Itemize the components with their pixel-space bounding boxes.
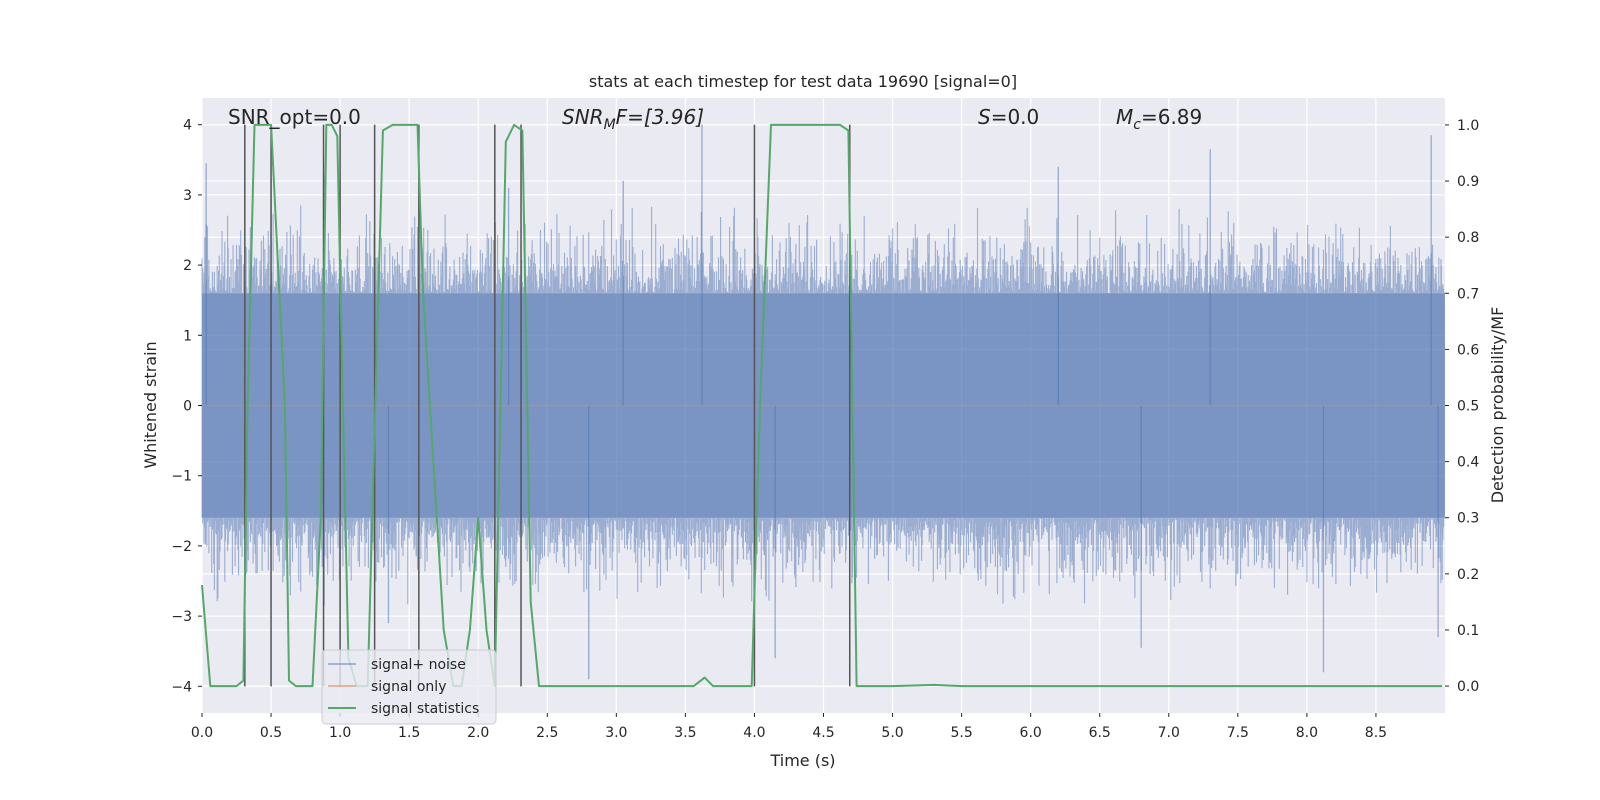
- y-tick-label: −2: [171, 539, 192, 555]
- x-tick-label: 8.5: [1365, 725, 1387, 741]
- x-tick-label: 5.0: [881, 725, 903, 741]
- x-tick-label: 3.5: [674, 725, 696, 741]
- y-tick-label: −1: [171, 469, 192, 485]
- snr-mf-suffix: F=[3.96]: [616, 105, 704, 129]
- y2-tick-label: 0.9: [1457, 174, 1479, 190]
- y-tick-label: 3: [183, 188, 192, 204]
- s-value: =0.0: [991, 105, 1040, 129]
- right-y-axis-ticks: 0.0 0.1 0.2 0.3 0.4 0.5 0.6 0.7 0.8 0.9 1.0: [1445, 118, 1479, 695]
- left-y-axis-ticks: −4 −3 −2 −1 0 1 2 3 4: [171, 118, 202, 695]
- legend-box: [321, 649, 497, 725]
- y2-tick-label: 0.3: [1457, 511, 1479, 527]
- mc-symbol: M: [1116, 105, 1133, 129]
- x-tick-label: 7.0: [1158, 725, 1180, 741]
- x-tick-label: 8.0: [1296, 725, 1318, 741]
- x-tick-label: 5.5: [950, 725, 972, 741]
- signal-statistics-line: [201, 123, 1443, 688]
- y-axis-title: Whitened strain: [141, 341, 160, 468]
- x-tick-label: 7.5: [1227, 725, 1249, 741]
- y-tick-label: 0: [183, 399, 192, 415]
- y-tick-label: −3: [171, 609, 192, 625]
- x-axis-title: Time (s): [769, 751, 835, 770]
- chart-title: stats at each timestep for test data 196…: [589, 72, 1017, 91]
- y2-tick-label: 0.2: [1457, 567, 1479, 583]
- snr-opt-annotation: SNR_opt=0.0: [228, 105, 361, 129]
- x-tick-label: 6.0: [1020, 725, 1042, 741]
- y2-tick-label: 0.6: [1457, 342, 1479, 358]
- y2-tick-label: 0.1: [1457, 623, 1479, 639]
- legend-label-noise: signal+ noise: [371, 657, 466, 673]
- y2-axis-title: Detection probability/MF: [1488, 307, 1507, 504]
- mc-annotation: Mc=6.89: [1116, 105, 1202, 133]
- x-tick-label: 4.5: [812, 725, 834, 741]
- s-symbol: S: [978, 105, 991, 129]
- y2-tick-label: 1.0: [1457, 118, 1479, 134]
- x-tick-label: 0.5: [260, 725, 282, 741]
- x-tick-label: 6.5: [1089, 725, 1111, 741]
- snr-mf-subscript: M: [604, 117, 616, 133]
- legend: signal+ noise signal only signal statist…: [321, 649, 497, 725]
- y2-tick-label: 0.7: [1457, 286, 1479, 302]
- x-tick-label: 3.0: [605, 725, 627, 741]
- x-tick-label: 2.5: [536, 725, 558, 741]
- y-tick-label: 1: [183, 328, 192, 344]
- y-tick-label: 2: [183, 258, 192, 274]
- y2-tick-label: 0.0: [1457, 679, 1479, 695]
- mc-value: =6.89: [1141, 105, 1202, 129]
- x-tick-label: 4.0: [743, 725, 765, 741]
- s-annotation: S=0.0: [978, 105, 1039, 129]
- legend-label-signal: signal only: [371, 679, 446, 695]
- y-tick-label: 4: [183, 118, 192, 134]
- y-tick-label: −4: [171, 679, 192, 695]
- snr-mf-base: SNR: [562, 105, 604, 129]
- y2-tick-label: 0.5: [1457, 399, 1479, 415]
- x-tick-label: 1.5: [398, 725, 420, 741]
- x-axis-ticks: 0.0 0.5 1.0 1.5 2.0 2.5 3.0 3.5 4.0 4.5 5.0 5.5 6.0 6…: [191, 713, 1387, 741]
- y2-tick-label: 0.8: [1457, 230, 1479, 246]
- signal-statistics-series: [201, 123, 1443, 688]
- x-tick-label: 0.0: [191, 725, 213, 741]
- snr-mf-annotation: SNRMF=[3.96]: [562, 105, 704, 133]
- x-tick-label: 1.0: [329, 725, 351, 741]
- legend-label-stats: signal statistics: [371, 701, 479, 717]
- x-tick-label: 2.0: [467, 725, 489, 741]
- y2-tick-label: 0.4: [1457, 455, 1479, 471]
- mc-subscript: c: [1133, 117, 1141, 133]
